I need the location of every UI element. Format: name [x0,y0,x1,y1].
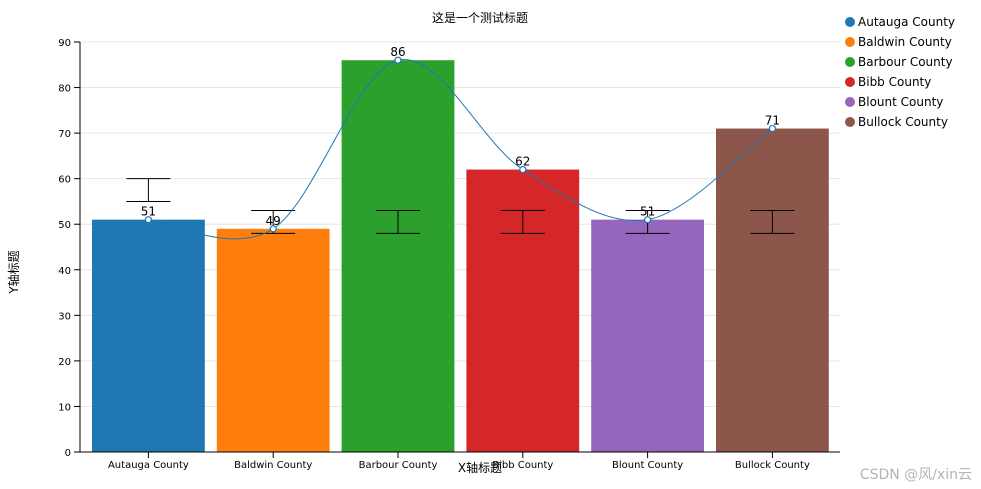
legend-swatch [845,57,855,67]
x-axis-title: X轴标题 [458,460,502,475]
x-tick-label: Bullock County [735,460,810,471]
legend-swatch [845,117,855,127]
watermark: CSDN @风/xin云 [859,467,972,483]
grid [80,41,840,407]
bar [591,219,704,452]
y-tick-label: 10 [58,402,71,413]
error-bar [376,210,420,234]
data-label: 86 [390,45,405,59]
data-label: 51 [640,205,655,219]
legend-swatch [845,37,855,47]
bar [716,128,829,453]
x-tick-label: Autauga County [108,460,189,471]
line-point [394,56,402,64]
y-tick-label: 20 [58,357,71,368]
legend-label: Barbour County [858,55,953,69]
y-tick-label: 80 [58,84,71,95]
y-tick-label: 70 [58,129,71,140]
x-tick-label: Baldwin County [234,460,312,471]
data-label: 51 [141,205,156,219]
legend-label: Bibb County [858,75,931,89]
error-bar [750,210,795,234]
y-tick-label: 0 [65,448,71,459]
legend-label: Autauga County [858,15,955,29]
legend: Autauga County Baldwin County Barbour Coun… [845,15,955,129]
legend-item: Bullock County [845,115,948,129]
x-tick-label: Barbour County [359,460,438,471]
x-tick-label: Bibb County [492,460,553,471]
data-label: 62 [515,155,530,169]
legend-label: Blount County [858,95,943,109]
bar [341,60,455,452]
legend-item: Barbour County [845,55,953,69]
error-bar [126,178,171,202]
line-point [269,225,277,233]
legend-swatch [845,97,855,107]
error-bar [500,210,545,234]
y-tick-label: 40 [58,266,71,277]
trend-line [148,59,773,240]
line-point [643,216,652,224]
legend-label: Baldwin County [858,35,952,49]
y-tick-label: 30 [58,311,71,322]
axes: 0 10 20 30 40 50 60 70 80 90 Autauga County Baldwin… [58,38,840,471]
bar [92,219,205,452]
data-label: 49 [266,214,281,228]
data-label: 71 [765,114,780,128]
y-tick-label: 90 [58,38,71,49]
value-labels: 51 49 86 62 51 71 [141,45,780,228]
legend-swatch [845,17,855,27]
legend-label: Bullock County [858,115,948,129]
legend-item: Baldwin County [845,35,952,49]
line-point [519,165,527,174]
legend-item: Autauga County [845,15,955,29]
line-point [144,216,152,224]
x-tick-label: Blount County [612,460,683,471]
y-tick-label: 60 [58,175,71,186]
y-axis-title: Y轴标题 [6,250,21,294]
legend-swatch [845,77,855,87]
line-point [768,124,777,133]
trend-line-group [144,56,777,240]
bars [92,60,829,453]
y-tick-label: 50 [58,220,71,231]
chart-title: 这是一个测试标题 [432,10,528,25]
legend-item: Bibb County [845,75,931,89]
legend-item: Blount County [845,95,943,109]
bar [216,228,330,452]
